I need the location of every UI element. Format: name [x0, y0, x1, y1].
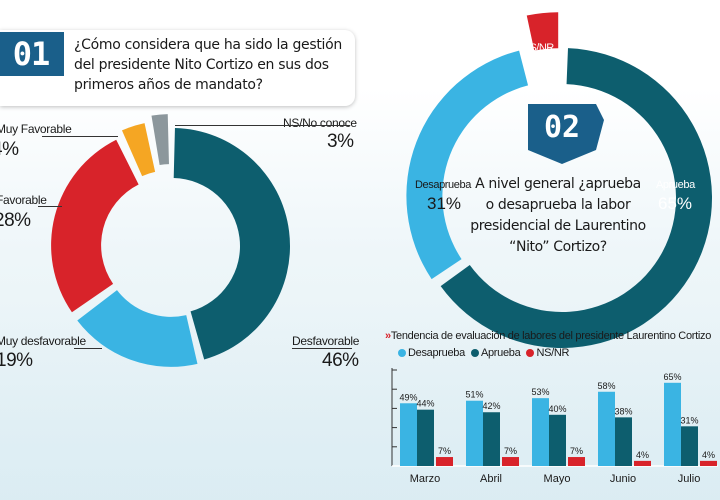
leader-muy-desfavorable — [74, 348, 102, 349]
label-nsnr-pct: 4% — [529, 58, 551, 75]
legend-item-nsnr: NS/NR — [526, 347, 569, 359]
x-tick-julio: Julio — [678, 473, 701, 485]
bar-label-ns-nr-junio: 4% — [636, 450, 649, 460]
legend-item-desaprueba: Desaprueba — [398, 347, 465, 359]
legend-item-aprueba: Aprueba — [470, 347, 521, 359]
label-favorable-name: Favorable — [0, 193, 47, 207]
legend-label-nsnr: NS/NR — [536, 347, 570, 359]
bar-ns-nr-mayo — [568, 457, 585, 466]
leader-desfavorable — [292, 348, 352, 349]
trend-title-text: Tendencia de evaluación de labores del p… — [390, 330, 712, 342]
x-tick-marzo: Marzo — [410, 473, 441, 485]
question-2-badge-shape — [528, 104, 604, 164]
bar-ns-nr-junio — [634, 460, 651, 466]
slice-favorable — [51, 139, 139, 313]
bar-aprueba-junio — [615, 417, 632, 466]
label-nsnr-name: NS/NR — [522, 42, 554, 54]
bar-label-desaprueba-marzo: 49% — [399, 392, 417, 402]
bar-desaprueba-abril — [466, 400, 483, 466]
bar-desaprueba-julio — [664, 382, 681, 466]
bar-label-desaprueba-junio: 58% — [597, 381, 615, 391]
legend-dot-nsnr — [526, 349, 535, 357]
slice-ns-no-conoce — [151, 114, 169, 165]
bar-aprueba-julio — [681, 426, 698, 466]
label-muy-desfavorable-name: Muy desfavorable — [0, 334, 86, 348]
label-ns-no-conoce-pct: 3% — [327, 131, 354, 152]
question-1-badge — [0, 32, 64, 76]
legend-dot-desaprueba — [398, 349, 406, 357]
bar-desaprueba-mayo — [532, 398, 549, 466]
bar-ns-nr-marzo — [436, 457, 453, 466]
bar-label-ns-nr-marzo: 7% — [438, 446, 451, 456]
bar-label-desaprueba-mayo: 53% — [531, 387, 549, 397]
donut-1-slices — [51, 114, 290, 367]
label-muy-favorable-pct: 4% — [0, 139, 19, 160]
slice-muy-favorable — [121, 123, 156, 177]
question-2-text: A nivel general ¿aprueba o desaprueba la… — [470, 176, 646, 255]
legend-label-desaprueba: Desaprueba — [408, 347, 465, 359]
trend-title-arrow: » — [385, 330, 391, 342]
question-1-number: 01 — [12, 35, 51, 73]
label-ns-no-conoce-name: NS/No conoce — [283, 116, 357, 130]
x-tick-junio: Junio — [610, 473, 636, 485]
bar-label-aprueba-mayo: 40% — [548, 404, 566, 414]
trend-chart-title: »Tendencia de evaluación de labores del … — [385, 330, 711, 342]
label-muy-favorable-name: Muy Favorable — [0, 122, 72, 136]
legend-dot-aprueba — [470, 349, 479, 357]
bar-label-desaprueba-julio: 65% — [663, 372, 681, 382]
x-tick-mayo: Mayo — [544, 473, 571, 485]
bar-label-ns-nr-mayo: 7% — [570, 446, 583, 456]
bar-label-desaprueba-abril: 51% — [465, 390, 483, 400]
slice-ns-nr — [526, 12, 559, 51]
label-desfavorable-pct: 46% — [322, 350, 359, 371]
bar-aprueba-abril — [483, 412, 500, 466]
bar-label-ns-nr-julio: 4% — [702, 450, 715, 460]
label-desfavorable-name: Desfavorable — [292, 334, 360, 348]
legend-label-aprueba: Aprueba — [480, 347, 521, 359]
bar-label-aprueba-julio: 31% — [680, 415, 698, 425]
label-desaprueba-name: Desaprueba — [415, 179, 471, 191]
bar-desaprueba-junio — [598, 391, 615, 466]
label-aprueba-pct: 65% — [658, 194, 693, 213]
label-desaprueba-pct: 31% — [427, 194, 462, 213]
leader-muy-favorable — [42, 136, 118, 137]
question-1-text: ¿Cómo considera que ha sido la gestión d… — [74, 37, 342, 93]
bar-desaprueba-marzo — [400, 403, 417, 466]
bar-ns-nr-julio — [700, 460, 717, 466]
slice-desaprueba — [406, 50, 529, 280]
label-aprueba-name: Aprueba — [656, 179, 695, 191]
bar-label-aprueba-marzo: 44% — [416, 399, 434, 409]
bar-aprueba-marzo — [417, 409, 434, 466]
bar-aprueba-mayo — [549, 414, 566, 466]
label-muy-desfavorable-pct: 19% — [0, 350, 33, 371]
donut-2-slices — [406, 12, 712, 349]
bar-ns-nr-abril — [502, 457, 519, 466]
question-2-number: 02 — [544, 110, 580, 145]
leader-favorable — [38, 206, 62, 207]
leader-ns-no-conoce — [175, 125, 350, 126]
bar-label-aprueba-junio: 38% — [614, 406, 632, 416]
slice-muy-desfavorable — [77, 290, 198, 367]
label-favorable-pct: 28% — [0, 210, 31, 231]
trend-legend: Desaprueba Aprueba NS/NR — [398, 347, 569, 359]
slice-desfavorable — [173, 128, 290, 360]
x-tick-abril: Abril — [480, 473, 502, 485]
bar-label-ns-nr-abril: 7% — [504, 446, 517, 456]
bar-label-aprueba-abril: 42% — [482, 401, 500, 411]
